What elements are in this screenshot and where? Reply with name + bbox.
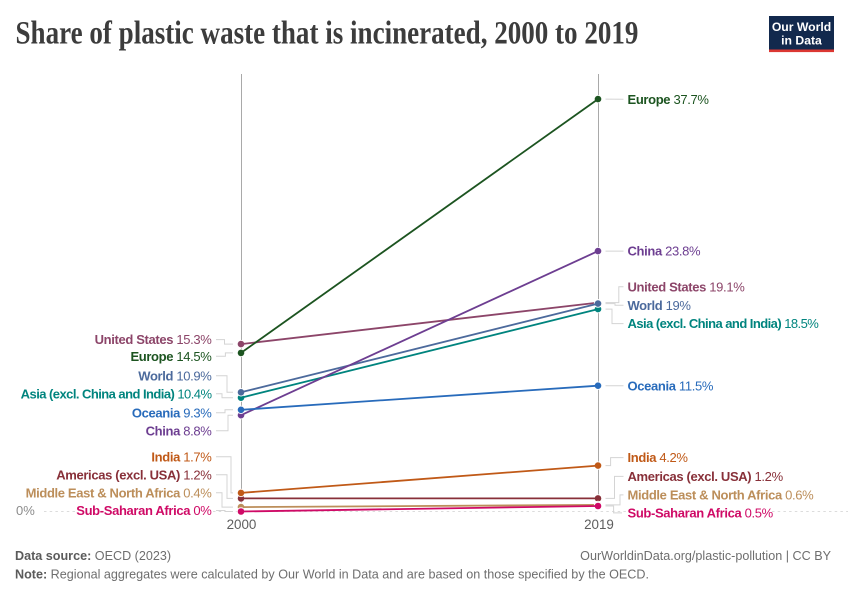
svg-text:Europe 14.5%: Europe 14.5% bbox=[130, 349, 212, 364]
svg-text:0%: 0% bbox=[16, 503, 35, 518]
svg-text:World 10.9%: World 10.9% bbox=[138, 368, 212, 383]
svg-text:Americas (excl. USA) 1.2%: Americas (excl. USA) 1.2% bbox=[56, 467, 212, 482]
svg-text:Middle East & North Africa 0.6: Middle East & North Africa 0.6% bbox=[628, 488, 815, 503]
svg-text:Asia (excl. China and India) 1: Asia (excl. China and India) 10.4% bbox=[21, 386, 213, 401]
svg-text:Sub-Saharan Africa 0%: Sub-Saharan Africa 0% bbox=[76, 503, 212, 518]
svg-text:Sub-Saharan Africa 0.5%: Sub-Saharan Africa 0.5% bbox=[628, 506, 774, 521]
svg-text:OurWorldinData.org/plastic-pol: OurWorldinData.org/plastic-pollution | C… bbox=[580, 549, 831, 563]
svg-text:Americas (excl. USA) 1.2%: Americas (excl. USA) 1.2% bbox=[628, 469, 784, 484]
svg-text:World 19%: World 19% bbox=[628, 298, 692, 313]
svg-text:Note: Regional aggregates were: Note: Regional aggregates were calculate… bbox=[15, 567, 649, 581]
svg-text:United States 15.3%: United States 15.3% bbox=[95, 332, 213, 347]
svg-text:Oceania 11.5%: Oceania 11.5% bbox=[628, 378, 714, 393]
svg-text:India 4.2%: India 4.2% bbox=[628, 450, 689, 465]
svg-text:2000: 2000 bbox=[227, 517, 257, 532]
svg-text:Share of plastic waste that is: Share of plastic waste that is incinerat… bbox=[16, 14, 639, 51]
svg-text:China 8.8%: China 8.8% bbox=[146, 423, 213, 438]
svg-text:Our World: Our World bbox=[772, 20, 831, 34]
svg-text:United States 19.1%: United States 19.1% bbox=[628, 279, 746, 294]
svg-text:in Data: in Data bbox=[781, 34, 822, 48]
svg-text:2019: 2019 bbox=[584, 517, 614, 532]
svg-text:Data source: OECD (2023): Data source: OECD (2023) bbox=[15, 549, 171, 563]
svg-text:Oceania 9.3%: Oceania 9.3% bbox=[132, 405, 212, 420]
svg-text:Middle East & North Africa 0.4: Middle East & North Africa 0.4% bbox=[26, 485, 213, 500]
svg-text:India 1.7%: India 1.7% bbox=[151, 449, 212, 464]
svg-text:China 23.8%: China 23.8% bbox=[628, 244, 702, 259]
svg-text:Europe 37.7%: Europe 37.7% bbox=[628, 92, 710, 107]
svg-text:Asia (excl. China and India) 1: Asia (excl. China and India) 18.5% bbox=[628, 316, 820, 331]
